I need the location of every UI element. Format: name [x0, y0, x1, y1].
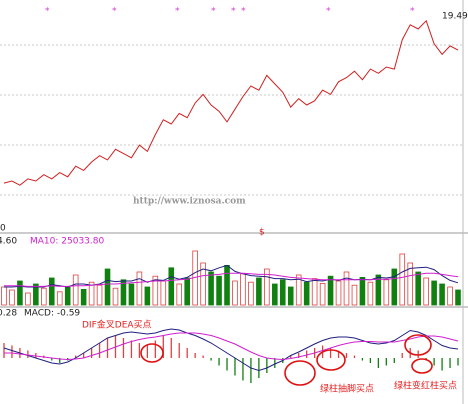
star: *	[211, 7, 216, 17]
price-bottom-label: 0	[0, 224, 6, 234]
volume-bar	[33, 283, 39, 306]
volume-top-label: 4.60	[0, 237, 17, 247]
line	[3, 328, 459, 372]
macd-title: MACD: -0.59	[24, 309, 80, 319]
volume-bar	[168, 267, 175, 306]
circle	[411, 358, 433, 374]
volume-bar	[232, 280, 238, 306]
volume-bar	[216, 275, 222, 306]
annotation: 绿柱抽脚买点	[320, 383, 374, 395]
volume-bar	[152, 275, 159, 306]
star: *	[241, 7, 246, 17]
volume-bar	[264, 268, 270, 306]
circle	[316, 349, 346, 371]
volume-bar	[112, 287, 119, 306]
annotation: 绿柱变红柱买点	[394, 380, 457, 392]
volume-bar	[327, 275, 334, 306]
star: *	[410, 7, 415, 17]
volume-bar	[160, 280, 167, 306]
star: *	[45, 7, 50, 17]
line	[3, 19, 459, 186]
volume-bar	[359, 276, 366, 306]
volume-bar	[256, 277, 262, 306]
circle	[284, 360, 316, 386]
volume-bar	[80, 288, 87, 306]
volume-bar	[407, 262, 414, 306]
volume-bar	[319, 282, 326, 306]
volume-bar	[240, 273, 246, 306]
star: *	[112, 7, 117, 17]
circle	[140, 343, 164, 363]
volume-bar	[104, 268, 111, 306]
volume-bar	[367, 281, 374, 306]
volume-bar	[335, 280, 342, 306]
volume-bar	[375, 274, 382, 306]
volume-bar	[25, 292, 31, 306]
top-markers: * * * * * * * *	[45, 7, 415, 17]
volume-bar	[311, 278, 318, 306]
volume-bar	[447, 286, 453, 306]
macd-top-label: 0.28	[0, 309, 17, 319]
volume-bar	[56, 291, 63, 306]
watermark: http://www.iznosa.com	[133, 197, 246, 207]
circle	[404, 334, 432, 356]
volume-bar	[208, 271, 214, 306]
volume-bar	[176, 283, 183, 306]
volume-bar	[72, 274, 79, 306]
volume-bar	[128, 283, 135, 306]
star: *	[326, 7, 331, 17]
price-marker: $	[259, 228, 265, 238]
star: *	[231, 7, 236, 17]
volume-bar	[88, 281, 95, 306]
volume-bar	[41, 287, 47, 306]
volume-bar	[272, 283, 278, 306]
volume-bar	[351, 284, 358, 306]
volume-bar	[144, 286, 151, 306]
volume-bar	[136, 271, 143, 306]
volume-bar	[455, 289, 461, 306]
volume-bar	[399, 253, 406, 306]
volume-bar	[184, 277, 190, 306]
volume-bar	[287, 286, 294, 306]
volume-bar	[48, 277, 55, 306]
volume-bar	[200, 262, 206, 306]
volume-bar	[391, 268, 398, 306]
volume-bar	[17, 280, 23, 306]
volume-title: MA10: 25033.80	[30, 237, 104, 247]
highlight-circles	[140, 334, 433, 386]
volume-bar	[1, 286, 7, 306]
volume-bar	[303, 281, 310, 306]
line	[4, 332, 459, 361]
volume-bar	[248, 281, 254, 306]
volume-bar	[431, 280, 437, 306]
volume-bar	[224, 264, 230, 306]
volume-bar	[423, 277, 429, 306]
volume-bar	[64, 286, 71, 306]
annotation: DIF金叉DEA买点	[82, 319, 152, 331]
line	[4, 264, 459, 288]
price-annotation: 19.49	[442, 12, 468, 22]
star: *	[175, 7, 180, 17]
volume-bar	[439, 283, 445, 306]
volume-bar	[383, 279, 390, 306]
volume-bar	[9, 289, 15, 306]
volume-bar	[295, 274, 302, 306]
line	[4, 272, 459, 287]
volume-bar	[415, 271, 421, 306]
volume-bar	[343, 271, 350, 306]
volume-bar	[120, 279, 127, 306]
volume-bar	[279, 279, 286, 306]
volume-bar	[96, 284, 103, 306]
